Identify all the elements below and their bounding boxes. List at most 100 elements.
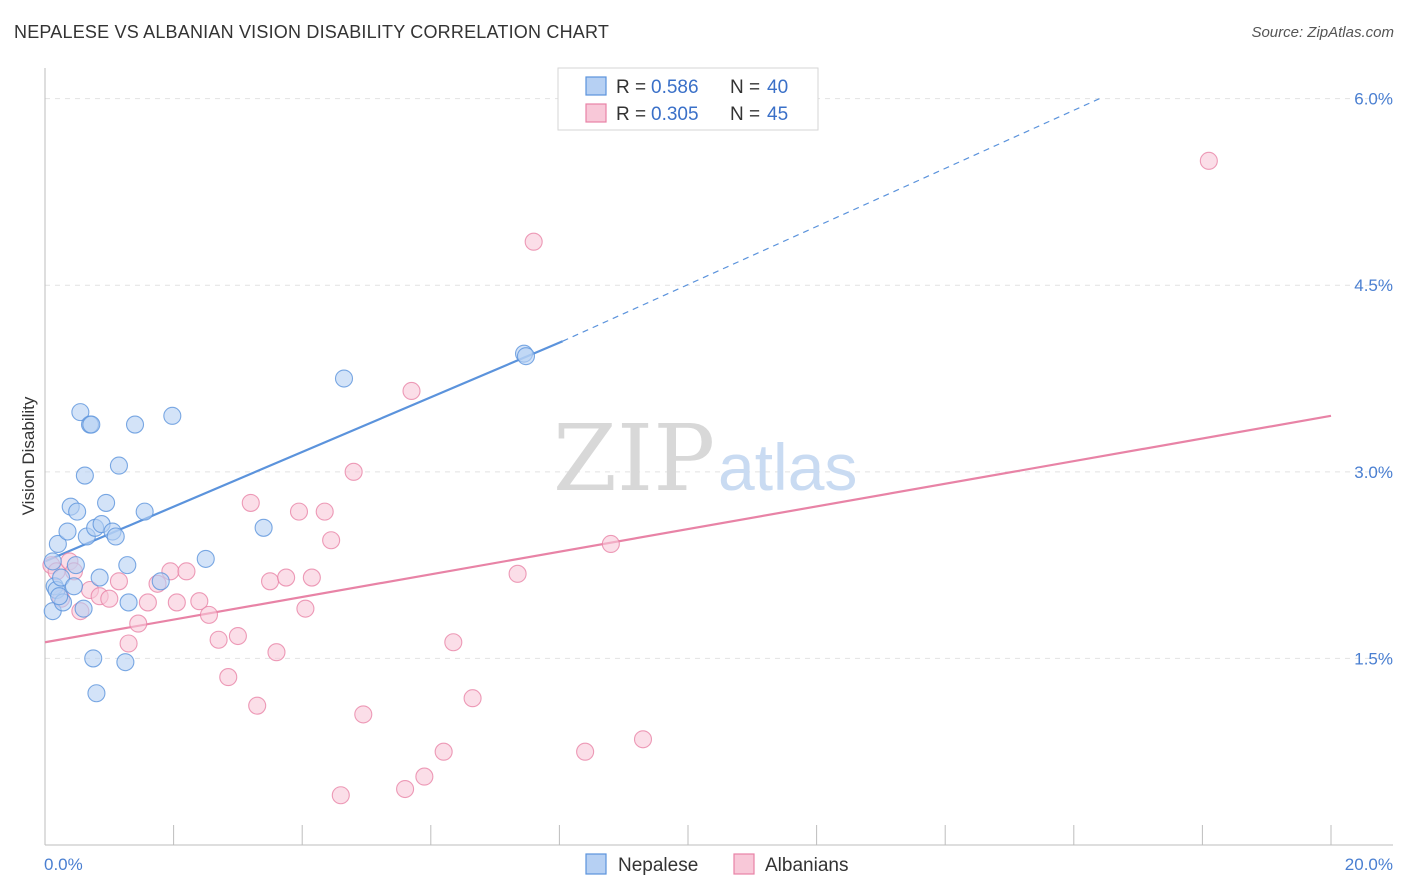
nepalese-point [106,527,125,546]
albanians-point [415,767,434,786]
albanians-point [331,786,350,805]
albanians-point [267,643,286,662]
nepalese-point [64,577,83,596]
nepalese-point [43,552,62,571]
nepalese-point [163,406,182,425]
x-tick-label-min: 0.0% [44,855,83,874]
albanians-point [402,381,421,401]
albanians-point [354,705,373,724]
nepalese-point [84,649,103,668]
nepalese-trend-extension [562,98,1100,342]
legend-n-value-2: 45 [767,104,788,125]
nepalese-point [52,568,71,587]
nepalese-point [58,522,77,541]
legend-r-label-1: R = [616,77,646,98]
albanians-point [633,730,653,749]
albanians-point [524,232,543,251]
nepalese-point [90,568,109,587]
albanians-point [129,614,148,633]
legend: R = 0.586 N = 40 R = 0.305 N = 45 [557,67,819,131]
x-tick-label-max: 20.0% [1345,855,1393,874]
trend-lines [44,98,1332,644]
y-tick-label: 1.5% [1354,649,1393,668]
nepalese-point [71,403,90,422]
albanians-point [209,630,228,649]
y-tick-label: 3.0% [1354,463,1393,482]
nepalese-point [66,556,85,575]
legend-r-value-2: 0.305 [651,104,699,125]
y-tick-label: 4.5% [1354,276,1393,295]
nepalese-point [74,599,93,618]
y-tick-label: 6.0% [1354,90,1393,109]
albanians-point [444,633,463,652]
bottom-legend-swatch-nepalese [585,853,607,875]
albanians-point [248,696,267,715]
albanians-point [260,572,280,591]
source-label: Source: ZipAtlas.com [1251,24,1394,41]
bottom-legend-nepalese: Nepalese [618,855,698,876]
albanians-point [396,779,415,799]
bottom-legend: Nepalese Albanians [585,853,848,876]
albanians-point [228,626,247,646]
nepalese-point [48,534,67,554]
nepalese-point [109,456,128,475]
gridlines [45,98,1393,659]
albanians-point [296,599,315,618]
albanians-point [219,668,238,687]
bottom-legend-albanians: Albanians [765,855,848,876]
nepalese-point [118,556,137,575]
nepalese-point [334,369,354,388]
chart-title: NEPALESE VS ALBANIAN VISION DISABILITY C… [14,22,610,42]
nepalese-point [135,502,154,521]
albanians-point [190,592,209,611]
nepalese-point [196,549,215,568]
nepalese-point [82,415,101,434]
legend-n-label-1: N = [730,77,760,98]
albanians-point [1199,151,1218,170]
legend-r-value-1: 0.586 [651,77,699,98]
nepalese-point [125,415,145,434]
legend-swatch-albanians [585,103,607,123]
data-points [42,151,1218,805]
nepalese-point [254,518,273,537]
albanians-point [576,742,595,761]
nepalese-point [87,684,106,703]
nepalese-point [516,347,536,366]
legend-swatch-nepalese [585,76,607,96]
legend-n-label-2: N = [730,104,760,125]
bottom-legend-swatch-albanians [733,853,755,875]
albanians-point [289,502,309,521]
y-axis-label: Vision Disability [19,396,38,515]
watermark-zip: ZIP [553,405,715,512]
albanians-point [601,534,620,554]
albanians-point [167,593,186,612]
albanians-point [344,462,363,481]
albanians-point [508,564,527,583]
albanians-point [109,572,128,591]
albanians-point [302,568,321,587]
nepalese-point [68,502,87,521]
albanians-point [100,589,119,608]
albanians-point [315,502,334,521]
watermark: ZIP atlas [553,405,857,512]
nepalese-point [116,653,135,672]
y-tick-labels: 1.5% 3.0% 4.5% 6.0% [1354,90,1393,669]
nepalese-point [75,466,94,485]
albanians-point [138,593,157,612]
albanians-point [434,742,453,761]
albanians-point [241,493,260,512]
albanians-point [119,634,138,653]
legend-n-value-1: 40 [767,77,788,98]
albanians-point [199,605,219,624]
legend-r-label-2: R = [616,104,646,125]
nepalese-point [119,593,138,612]
nepalese-point [151,572,170,591]
nepalese-trend-line [44,340,564,563]
axes [44,68,1393,846]
albanians-trend-line [44,414,1332,644]
albanians-point [463,689,482,708]
watermark-atlas: atlas [718,430,857,504]
nepalese-point [97,493,116,512]
nepalese-point [50,587,69,606]
